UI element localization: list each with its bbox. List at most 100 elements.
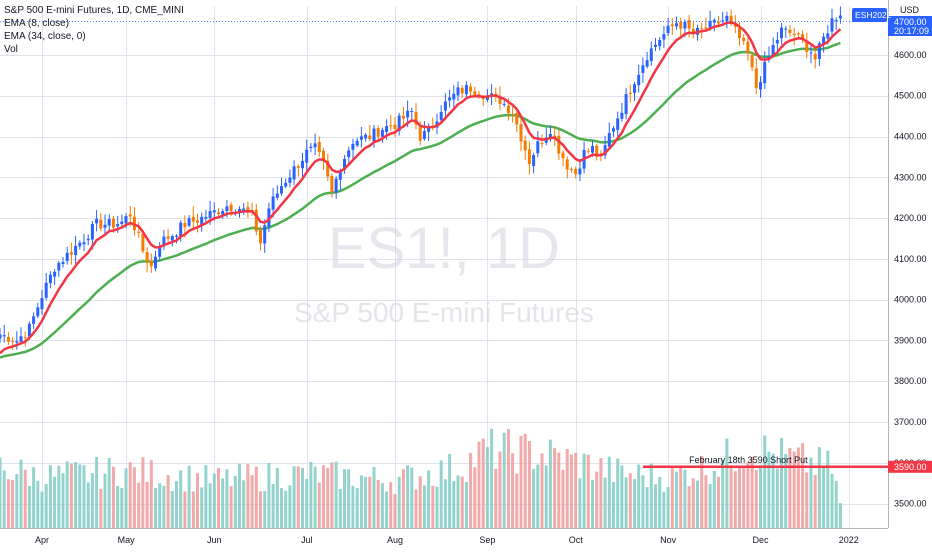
candle (397, 112, 401, 136)
candle-body (708, 21, 712, 28)
candle-body (742, 37, 746, 42)
volume-bar (305, 478, 309, 528)
candle (813, 46, 817, 69)
candle-body (759, 82, 762, 90)
volume-bar (784, 454, 788, 528)
volume-bar (485, 447, 489, 528)
candle (330, 173, 334, 198)
candle-body (553, 135, 557, 138)
legend-ema-slow[interactable]: EMA (34, close, 0) (4, 31, 86, 42)
candle-body (729, 15, 733, 22)
x-tick-label: Jun (207, 535, 222, 545)
candle (801, 30, 805, 44)
volume-bar (780, 437, 783, 528)
candle-body (124, 216, 128, 224)
candle-body (763, 61, 767, 84)
volume-bar (162, 485, 166, 528)
candle-body (817, 43, 821, 59)
volume-bar (225, 469, 229, 528)
candle-body (733, 23, 737, 28)
candle-body (326, 160, 330, 177)
candle (355, 137, 359, 148)
volume-bar (612, 482, 615, 528)
candle-body (561, 152, 565, 158)
volume-bar (565, 448, 569, 528)
volume-bar (469, 453, 473, 528)
volume-bar (330, 462, 334, 528)
ema-fast-line (0, 21, 842, 355)
candle-body (397, 115, 401, 131)
candle-body (826, 33, 830, 39)
volume-bar (838, 503, 842, 528)
volume-bar (103, 473, 107, 528)
volume-bar (557, 452, 561, 528)
volume-bar (763, 435, 767, 528)
volume-bar (183, 491, 187, 528)
candle-body (704, 27, 708, 29)
legend-volume[interactable]: Vol (4, 44, 18, 55)
candle-body (292, 166, 296, 180)
x-tick-label: Sep (479, 535, 495, 545)
candle-body (166, 236, 170, 239)
volume-bar (826, 450, 830, 528)
candle-body (838, 15, 842, 19)
volume-bar (116, 486, 120, 528)
candle-body (44, 282, 48, 298)
volume-bar (208, 483, 212, 528)
chart-title[interactable]: S&P 500 E-mini Futures, 1D, CME_MINI (4, 5, 184, 16)
candle (456, 81, 460, 101)
candle (305, 139, 309, 172)
volume-bar (296, 466, 300, 528)
volume-bar (389, 482, 393, 528)
watermark-name: S&P 500 E-mini Futures (294, 297, 594, 328)
volume-bar (502, 432, 506, 528)
volume-bar (494, 468, 498, 528)
candle-body (683, 21, 687, 29)
volume-bar (74, 462, 78, 528)
volume-bar (23, 469, 27, 528)
annotation-text: February 18th 3590 Short Put (689, 455, 808, 465)
candle (780, 22, 783, 45)
volume-bar (158, 483, 162, 528)
price-axis-bg (888, 0, 932, 550)
candle (170, 234, 174, 247)
volume-bar (633, 479, 636, 528)
candle (191, 206, 195, 231)
candle-body (607, 132, 611, 147)
candle-body (515, 113, 519, 125)
candle (48, 271, 52, 289)
candle (511, 105, 515, 123)
candle (78, 240, 82, 250)
candle-body (40, 298, 44, 310)
time-axis: Apr May Jun Jul Aug Sep Oct Nov Dec 2022 (0, 528, 932, 550)
candle (263, 219, 267, 253)
volume-bar (372, 467, 376, 528)
volume-bar (523, 433, 527, 528)
candle-body (330, 176, 334, 192)
volume-bar (700, 455, 704, 528)
x-tick-label: Nov (660, 535, 677, 545)
candle (792, 27, 796, 45)
candle (746, 37, 750, 61)
candle (553, 126, 557, 146)
candle (414, 103, 418, 130)
volume-bar (48, 465, 52, 528)
candle-body (527, 149, 531, 165)
legend-ema-fast[interactable]: EMA (8, close) (4, 18, 70, 29)
volume-bar (712, 471, 716, 528)
volume-bar (637, 464, 641, 528)
candle (11, 337, 15, 351)
annotation-price-label: 3590.00 (894, 462, 927, 472)
candle-body (481, 97, 485, 100)
volume-bar (796, 447, 800, 528)
y-tick-label: 4200.00 (894, 213, 927, 223)
candle (309, 143, 313, 153)
candle-body (687, 20, 691, 29)
candle (838, 6, 842, 24)
candle-body (393, 124, 397, 129)
candle-body (313, 143, 317, 148)
x-tick-label: Jul (301, 535, 313, 545)
volume-bar (788, 448, 792, 528)
candle-body (208, 211, 212, 218)
volume-bar (149, 460, 153, 528)
